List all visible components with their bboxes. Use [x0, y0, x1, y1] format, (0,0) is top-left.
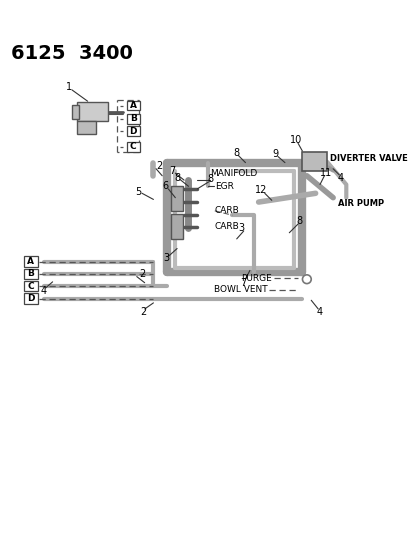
Text: 2: 2 [139, 269, 145, 279]
Text: D: D [27, 294, 34, 303]
Text: 6125  3400: 6125 3400 [11, 44, 132, 63]
Text: A: A [27, 257, 34, 266]
Text: 9: 9 [272, 149, 278, 159]
Text: BOWL VENT: BOWL VENT [213, 285, 267, 294]
Text: 2: 2 [139, 306, 146, 317]
Text: DIVERTER VALVE: DIVERTER VALVE [329, 154, 407, 163]
Bar [77, 102, 108, 122]
Text: 3: 3 [238, 223, 244, 233]
Text: MANIFOLD: MANIFOLD [210, 168, 257, 177]
Bar [24, 256, 38, 267]
Bar [77, 122, 96, 134]
Text: EGR: EGR [214, 182, 233, 191]
Text: CARB: CARB [214, 222, 239, 231]
Text: B: B [27, 270, 34, 278]
Text: CARB: CARB [214, 206, 239, 215]
Text: 12: 12 [254, 185, 267, 195]
Text: AIR PUMP: AIR PUMP [337, 199, 384, 208]
Text: 10: 10 [290, 135, 302, 145]
Text: 11: 11 [319, 168, 331, 178]
Bar [24, 281, 38, 292]
Text: 2: 2 [156, 161, 162, 171]
Text: 8: 8 [173, 173, 180, 182]
Text: PURGE: PURGE [240, 274, 271, 283]
Text: B: B [130, 114, 136, 123]
Text: 1: 1 [66, 82, 72, 92]
Bar [171, 214, 183, 239]
Text: 7: 7 [240, 278, 246, 288]
Text: 8: 8 [233, 148, 239, 158]
Text: 4: 4 [316, 306, 322, 317]
Bar [24, 293, 38, 304]
Text: 4: 4 [337, 173, 343, 182]
Bar [171, 186, 183, 211]
Text: 8: 8 [207, 174, 213, 184]
Bar [126, 142, 139, 152]
Text: C: C [130, 142, 136, 151]
Bar [72, 105, 79, 119]
Text: D: D [129, 126, 137, 135]
Text: 8: 8 [296, 216, 302, 227]
Text: 3: 3 [163, 253, 169, 263]
Bar [126, 101, 139, 110]
Bar [126, 114, 139, 124]
Bar [126, 126, 139, 136]
Bar [24, 269, 38, 279]
Text: 6: 6 [162, 181, 169, 191]
Text: C: C [27, 282, 34, 290]
Text: A: A [129, 101, 137, 110]
Text: 7: 7 [168, 166, 175, 176]
Text: 4: 4 [40, 286, 47, 296]
Text: 5: 5 [135, 187, 141, 197]
Bar [302, 152, 326, 172]
